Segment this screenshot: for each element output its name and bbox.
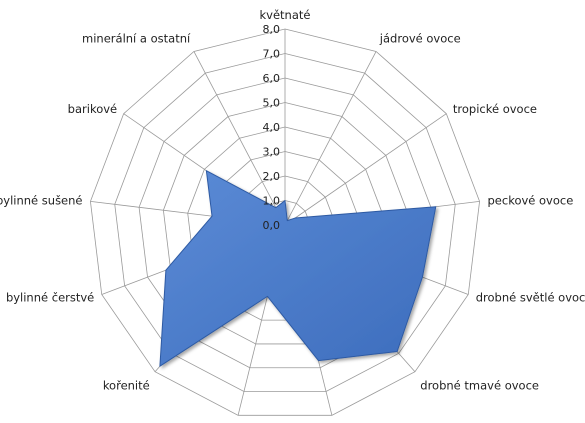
series-polygon [159, 170, 437, 367]
grid-ring [162, 102, 408, 345]
tick-label: 2,0 [263, 170, 281, 183]
tick-label: 4,0 [263, 121, 281, 134]
category-label: peckové ovoce [488, 193, 574, 207]
grid-ring [114, 53, 456, 392]
category-label: tropické ovoce [453, 102, 537, 116]
tick-label: 0,0 [263, 219, 281, 232]
series-layer [159, 170, 437, 367]
tick-label: 5,0 [263, 97, 281, 110]
category-label: kořenité [103, 379, 150, 393]
grid-ring [138, 77, 432, 369]
radial-axis: 0,0 1,0 2,0 3,0 4,0 5,0 6,0 7,0 8,0 [263, 23, 281, 232]
category-label: květnaté [260, 8, 311, 22]
category-labels: květnaté jádrové ovoce tropické ovoce pecko… [0, 8, 585, 393]
category-label: barikové [68, 102, 117, 116]
category-label: bylinné čerstvé [6, 290, 94, 304]
grid-spoke [193, 51, 286, 226]
category-label: jádrové ovoce [379, 31, 461, 45]
tick-label: 6,0 [263, 72, 281, 85]
category-label: bylinné sušené [0, 193, 82, 207]
category-label: drobné tmavé ovoce [420, 379, 539, 393]
category-label: minerální a ostatní [82, 31, 191, 45]
tick-label: 8,0 [263, 23, 281, 36]
category-label: drobné světlé ovoce [476, 290, 585, 304]
grid-ring [187, 126, 383, 321]
grid-ring [90, 28, 480, 416]
tick-label: 3,0 [263, 146, 281, 159]
grid-spoke [284, 51, 377, 226]
tick-label: 1,0 [263, 195, 281, 208]
tick-label: 7,0 [263, 48, 281, 61]
grid-spoke [284, 113, 447, 226]
